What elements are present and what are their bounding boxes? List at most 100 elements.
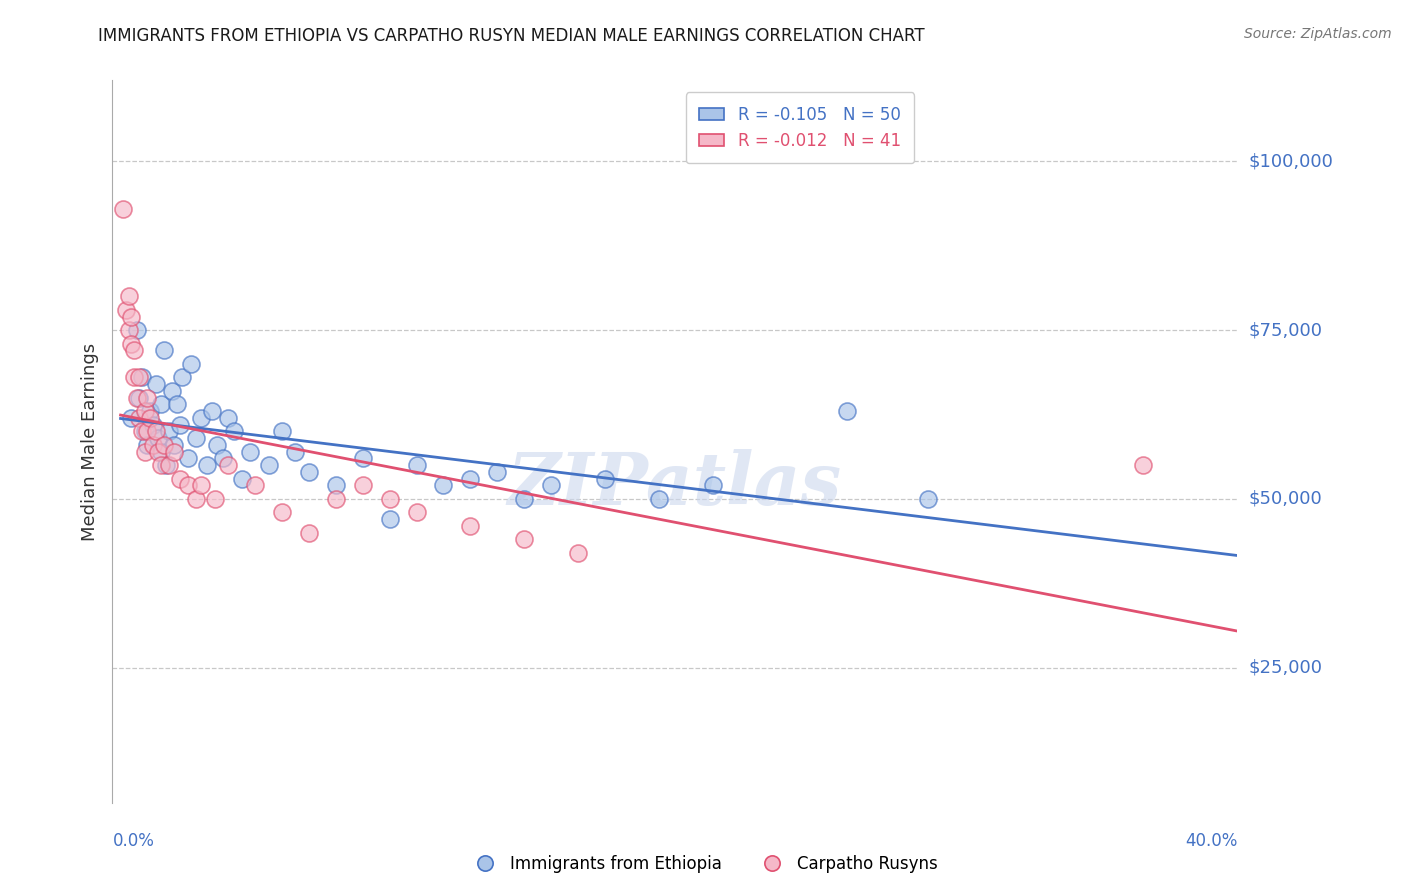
Point <box>567 546 589 560</box>
Point <box>917 491 939 506</box>
Point <box>284 444 307 458</box>
Point <box>120 310 142 324</box>
Y-axis label: Median Male Earnings: Median Male Earnings <box>80 343 98 541</box>
Point <box>325 491 347 506</box>
Text: $75,000: $75,000 <box>1249 321 1323 339</box>
Point <box>432 478 454 492</box>
Point <box>160 384 183 398</box>
Point <box>177 478 200 492</box>
Point <box>513 533 536 547</box>
Point <box>149 458 172 472</box>
Point <box>648 491 671 506</box>
Point <box>136 391 159 405</box>
Point <box>298 525 321 540</box>
Point <box>139 404 162 418</box>
Point <box>128 391 150 405</box>
Text: IMMIGRANTS FROM ETHIOPIA VS CARPATHO RUSYN MEDIAN MALE EARNINGS CORRELATION CHAR: IMMIGRANTS FROM ETHIOPIA VS CARPATHO RUS… <box>98 27 925 45</box>
Point <box>378 512 401 526</box>
Point <box>177 451 200 466</box>
Point <box>486 465 509 479</box>
Text: 0.0%: 0.0% <box>112 831 155 850</box>
Point <box>172 370 194 384</box>
Point <box>243 478 266 492</box>
Point <box>134 444 156 458</box>
Point <box>352 451 374 466</box>
Point <box>298 465 321 479</box>
Text: 40.0%: 40.0% <box>1185 831 1237 850</box>
Point <box>352 478 374 492</box>
Point <box>125 391 148 405</box>
Point <box>211 451 233 466</box>
Point <box>190 411 212 425</box>
Point <box>835 404 858 418</box>
Point <box>257 458 280 472</box>
Point <box>271 505 294 519</box>
Point <box>593 472 616 486</box>
Text: $25,000: $25,000 <box>1249 659 1323 677</box>
Point <box>139 411 162 425</box>
Point <box>207 438 229 452</box>
Text: ZIPatlas: ZIPatlas <box>508 450 842 520</box>
Point <box>120 411 142 425</box>
Point <box>163 444 186 458</box>
Point <box>142 438 165 452</box>
Point <box>128 411 150 425</box>
Point <box>131 370 153 384</box>
Point <box>1132 458 1154 472</box>
Point <box>201 404 224 418</box>
Point <box>204 491 226 506</box>
Point <box>122 343 145 358</box>
Point <box>115 302 138 317</box>
Point <box>163 438 186 452</box>
Legend: Immigrants from Ethiopia, Carpatho Rusyns: Immigrants from Ethiopia, Carpatho Rusyn… <box>461 848 945 880</box>
Point <box>460 519 482 533</box>
Point <box>148 444 170 458</box>
Point <box>217 458 239 472</box>
Point <box>184 431 207 445</box>
Point <box>157 458 180 472</box>
Point <box>405 505 427 519</box>
Point <box>131 425 153 439</box>
Point <box>239 444 262 458</box>
Point <box>145 377 167 392</box>
Point <box>148 431 170 445</box>
Point <box>157 425 180 439</box>
Point <box>125 323 148 337</box>
Legend: R = -0.105   N = 50, R = -0.012   N = 41: R = -0.105 N = 50, R = -0.012 N = 41 <box>686 92 914 163</box>
Text: $100,000: $100,000 <box>1249 153 1333 170</box>
Point <box>231 472 253 486</box>
Point <box>378 491 401 506</box>
Point <box>166 397 188 411</box>
Point <box>122 370 145 384</box>
Point <box>325 478 347 492</box>
Point <box>702 478 724 492</box>
Point <box>149 397 172 411</box>
Point <box>405 458 427 472</box>
Point <box>136 438 159 452</box>
Point <box>184 491 207 506</box>
Point <box>460 472 482 486</box>
Point <box>134 425 156 439</box>
Point <box>195 458 218 472</box>
Point <box>217 411 239 425</box>
Point <box>142 417 165 432</box>
Point <box>540 478 562 492</box>
Point <box>152 343 174 358</box>
Point <box>513 491 536 506</box>
Point <box>152 438 174 452</box>
Point <box>169 472 191 486</box>
Point <box>134 404 156 418</box>
Point <box>120 336 142 351</box>
Point <box>222 425 245 439</box>
Point <box>128 370 150 384</box>
Point <box>190 478 212 492</box>
Point <box>180 357 202 371</box>
Point <box>155 458 177 472</box>
Point <box>117 323 139 337</box>
Text: Source: ZipAtlas.com: Source: ZipAtlas.com <box>1244 27 1392 41</box>
Text: $50,000: $50,000 <box>1249 490 1322 508</box>
Point <box>117 289 139 303</box>
Point <box>136 425 159 439</box>
Point <box>112 202 135 216</box>
Point <box>271 425 294 439</box>
